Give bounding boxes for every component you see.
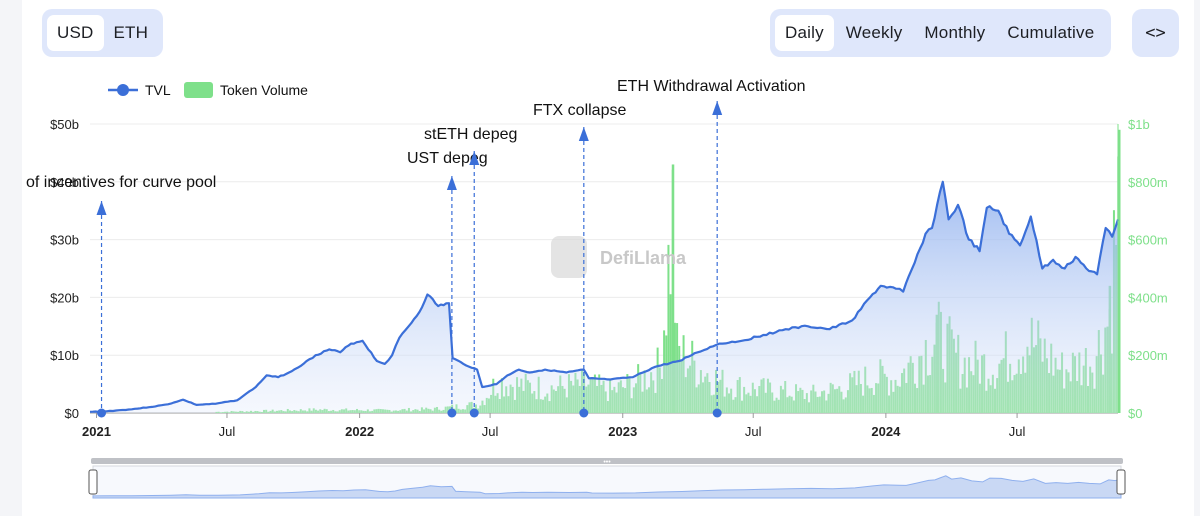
legend-volume-label: Token Volume [220, 82, 308, 98]
annotation-arrow-icon [578, 127, 589, 141]
annotation-label: FTX collapse [533, 102, 626, 119]
x-tick-label: Jul [745, 424, 762, 439]
annotation-arrow-icon [469, 151, 480, 165]
x-tick-label: 2021 [82, 424, 111, 439]
annotation-arrow-icon [712, 101, 723, 115]
x-tick-label: Jul [219, 424, 236, 439]
interval-option-monthly[interactable]: Monthly [924, 23, 986, 42]
event-annotations: of incentives for curve pool UST depeg stE… [26, 78, 806, 418]
zoom-slider-track [91, 458, 1123, 464]
legend: TVL Token Volume [108, 82, 308, 98]
interval-option-daily[interactable]: Daily [775, 15, 834, 51]
code-brackets-icon: <> [1145, 23, 1166, 43]
annotation-dot [97, 408, 107, 418]
y-right-tick-label: $400m [1128, 290, 1168, 305]
y-right-tick-label: $600m [1128, 233, 1168, 248]
zoom-slider-preview [92, 475, 1122, 499]
annotation-label: ETH Withdrawal Activation [617, 78, 806, 95]
y-left-tick-label: $40b [50, 175, 79, 190]
interval-toggle: Daily Weekly Monthly Cumulative [770, 9, 1112, 57]
y-right-tick-label: $200m [1128, 348, 1168, 363]
x-tick-label: 2022 [345, 424, 374, 439]
x-tick-label: 2023 [608, 424, 637, 439]
currency-toggle: USD ETH [42, 9, 164, 57]
interval-option-cumulative[interactable]: Cumulative [1007, 23, 1095, 42]
volume-bar [671, 164, 675, 413]
volume-bar [1118, 129, 1121, 413]
interval-option-weekly[interactable]: Weekly [845, 23, 903, 42]
y-left-tick-label: $20b [50, 290, 79, 305]
annotation-label: UST depeg [407, 150, 488, 167]
annotation-label: of incentives for curve pool [26, 174, 216, 191]
currency-option-eth[interactable]: ETH [113, 23, 149, 42]
legend-volume-swatch-icon [184, 82, 213, 98]
y-left-tick-label: $10b [50, 348, 79, 363]
zoom-slider-handle[interactable] [88, 469, 98, 495]
tvl-series [89, 180, 1120, 413]
annotation-arrow-icon [446, 176, 457, 190]
y-left-tick-label: $50b [50, 117, 79, 132]
axes: $0 $0 $10b $200m $20b $400m $30b $600m $40b $800m… [50, 117, 1168, 439]
annotation-dot [469, 408, 479, 418]
currency-option-usd[interactable]: USD [47, 15, 104, 51]
zoom-slider-grip-icon: ••• [603, 459, 611, 466]
llama-logo-icon [551, 236, 587, 278]
embed-button[interactable]: <> [1132, 9, 1179, 57]
volume-bar [669, 294, 672, 413]
zoom-slider[interactable]: ••• [88, 458, 1126, 499]
x-tick-label: 2024 [871, 424, 901, 439]
zoom-slider-handle[interactable] [1116, 469, 1126, 495]
y-right-tick-label: $800m [1128, 175, 1168, 190]
annotation-dot [579, 408, 589, 418]
legend-tvl-marker-icon [117, 84, 129, 96]
y-left-tick-label: $30b [50, 233, 79, 248]
y-right-tick-label: $0 [1128, 406, 1142, 421]
y-right-tick-label: $1b [1128, 117, 1150, 132]
tvl-line [89, 180, 1120, 413]
annotation-arrow-icon [96, 201, 107, 215]
y-left-tick-label: $0 [65, 406, 79, 421]
annotation-dot [712, 408, 722, 418]
annotation-label: stETH depeg [424, 126, 517, 143]
defillama-watermark: DefiLlama [551, 236, 687, 278]
x-tick-label: Jul [1009, 424, 1026, 439]
watermark-text: DefiLlama [600, 248, 687, 268]
legend-tvl-label: TVL [145, 82, 171, 98]
x-tick-label: Jul [482, 424, 499, 439]
tvl-area [90, 181, 1118, 413]
annotation-dot [447, 408, 457, 418]
volume-bar [667, 244, 670, 413]
